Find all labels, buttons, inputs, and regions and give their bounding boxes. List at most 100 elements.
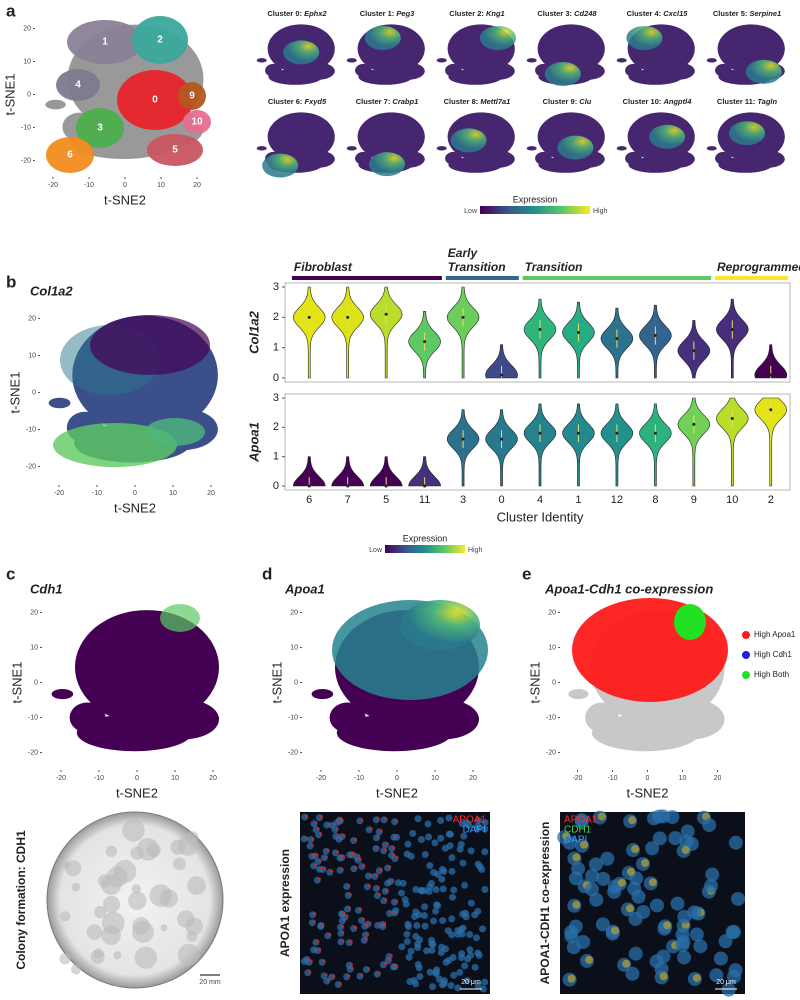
- feature-gene: Kng1: [486, 9, 505, 18]
- legend-high: High: [468, 547, 483, 554]
- x-axis-label: t-SNE2: [116, 785, 158, 800]
- legend-low: Low: [369, 547, 383, 554]
- stain: [312, 853, 316, 857]
- cluster-region: [56, 69, 100, 101]
- channel-label: APOA1: [564, 815, 598, 826]
- stain: [395, 856, 399, 860]
- y-axis-label: t-SNE1: [527, 662, 542, 704]
- stain: [349, 940, 353, 944]
- colony-spot: [132, 921, 154, 943]
- stain: [304, 836, 308, 840]
- y-tick-label: -20: [26, 463, 36, 470]
- stain: [628, 816, 637, 825]
- stain: [580, 840, 589, 849]
- y-axis-label: t-SNE1: [269, 662, 284, 704]
- stain: [663, 921, 672, 930]
- x-tick-label: -20: [316, 775, 326, 782]
- feature-cluster: Cluster 4:: [627, 9, 662, 18]
- cluster-label: 3: [97, 123, 103, 134]
- x-tick-label: -20: [56, 775, 66, 782]
- x-tick-label: -10: [607, 775, 617, 782]
- stain: [345, 914, 349, 918]
- nucleus: [421, 903, 429, 911]
- nucleus: [689, 927, 704, 942]
- stain: [341, 930, 345, 934]
- violin: [485, 344, 518, 379]
- nucleus: [432, 970, 440, 978]
- feature-cluster: Cluster 9:: [543, 97, 578, 106]
- x-tick-label: 8: [652, 494, 658, 506]
- stain: [392, 846, 396, 850]
- colony-spot: [186, 931, 198, 943]
- x-tick-label: 20: [193, 182, 201, 189]
- feature-gene: Crabp1: [392, 97, 418, 106]
- stain: [385, 842, 389, 846]
- stain: [385, 888, 389, 892]
- violin: [331, 456, 365, 487]
- y-tick-label: 20: [290, 609, 298, 616]
- nucleus: [457, 926, 465, 934]
- cluster-label: 10: [191, 117, 203, 128]
- stain: [357, 854, 361, 858]
- stain: [364, 937, 368, 941]
- violin: [408, 456, 441, 487]
- nucleus: [405, 953, 413, 961]
- violin: [754, 397, 788, 487]
- nucleus: [628, 946, 643, 961]
- stain: [377, 971, 381, 975]
- nucleus: [426, 968, 434, 976]
- legend-swatch: [742, 651, 750, 659]
- nucleus: [656, 949, 671, 964]
- violin: [369, 286, 403, 379]
- y-axis-label: t-SNE1: [2, 74, 17, 116]
- nucleus: [650, 898, 665, 913]
- stain: [360, 818, 364, 822]
- nucleus: [406, 977, 414, 985]
- stain: [354, 838, 358, 842]
- y-tick-label: -10: [26, 426, 36, 433]
- stain: [390, 910, 394, 914]
- colony-spot: [172, 857, 186, 871]
- stain: [394, 964, 398, 968]
- legend-high: High: [593, 208, 608, 215]
- nucleus: [438, 875, 446, 883]
- violin-median: [653, 431, 657, 435]
- feature-title: Cluster 6: Fxyd5: [268, 97, 327, 106]
- colony-spot: [103, 895, 121, 913]
- stain: [319, 815, 323, 819]
- stain: [340, 924, 344, 928]
- stain: [384, 817, 388, 821]
- nucleus: [403, 938, 411, 946]
- feature-gene: Cxcl15: [663, 9, 688, 18]
- stain: [313, 912, 317, 916]
- legend-label: High Both: [754, 670, 789, 679]
- scale-label: 20 mm: [199, 979, 221, 986]
- image-label: APOA1 expression: [278, 849, 292, 957]
- stain: [358, 857, 362, 861]
- stain: [375, 873, 379, 877]
- cluster-label: 2: [157, 35, 163, 46]
- expression-region: [145, 418, 205, 446]
- feature-cluster: Cluster 8:: [444, 97, 479, 106]
- legend-title: Expression: [513, 194, 558, 204]
- nucleus: [721, 982, 736, 997]
- stain: [315, 853, 319, 857]
- cluster-label: 5: [172, 145, 178, 156]
- feature-cluster: Cluster 1:: [360, 9, 395, 18]
- nucleus: [416, 972, 424, 980]
- channel-label: APOA1: [453, 815, 487, 826]
- nucleus: [576, 935, 591, 950]
- nucleus: [600, 851, 615, 866]
- cluster-region: [183, 110, 211, 134]
- x-tick-label: 0: [498, 494, 504, 506]
- expression-region: [572, 598, 728, 702]
- legend-swatch: [742, 631, 750, 639]
- y-tick-label: -10: [288, 714, 298, 721]
- colony-spot: [93, 948, 104, 959]
- nucleus: [442, 958, 450, 966]
- stain: [327, 978, 331, 982]
- panel-title: Apoa1-Cdh1 co-expression: [544, 581, 713, 596]
- feature-plot: Cluster 5: Serpine1: [706, 9, 785, 85]
- stain: [340, 817, 344, 821]
- nucleus: [693, 939, 708, 954]
